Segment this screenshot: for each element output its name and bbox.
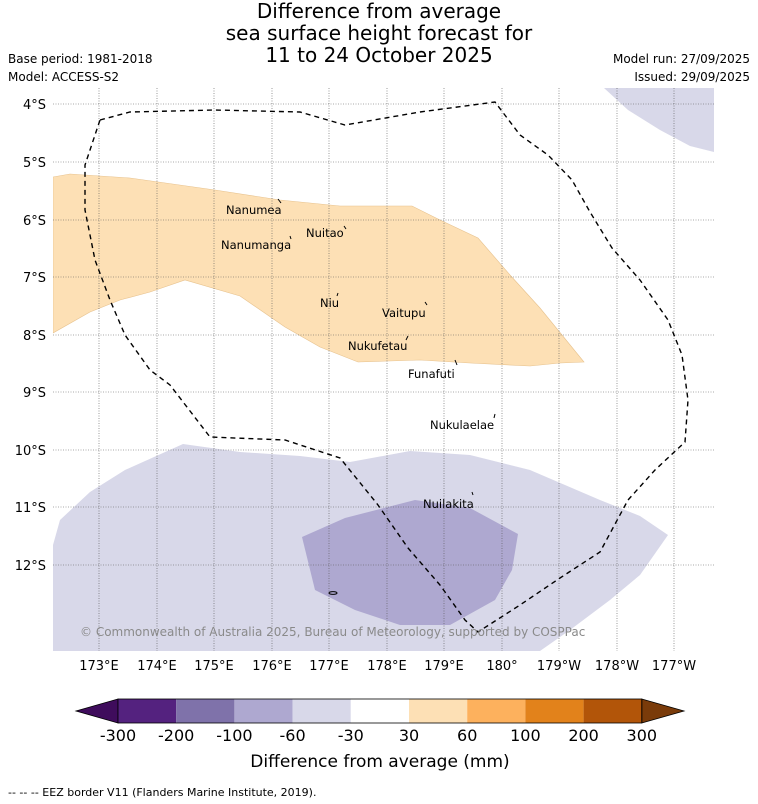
island-marks bbox=[277, 198, 496, 595]
anomaly-patch-northeast bbox=[604, 88, 714, 152]
place-funafuti: Funafuti bbox=[408, 367, 455, 381]
lat-label-7s: 7°S bbox=[23, 271, 46, 286]
lat-label-8s: 8°S bbox=[23, 329, 46, 344]
colorbar-tick-10: 300 bbox=[627, 726, 658, 745]
lon-label-177e: 177°E bbox=[309, 659, 349, 674]
colorbar-swatch-9 bbox=[583, 699, 642, 723]
colorbar-swatch-1 bbox=[118, 699, 177, 723]
colorbar-title: Difference from average (mm) bbox=[250, 752, 509, 772]
longitude-labels: 173°E 174°E 175°E 176°E 177°E 178°E 179°… bbox=[79, 659, 696, 674]
colorbar-swatch-4 bbox=[292, 699, 351, 723]
anomaly-core-negative bbox=[302, 500, 518, 625]
model-name: Model: ACCESS-S2 bbox=[8, 70, 120, 84]
lat-label-4s: 4°S bbox=[23, 98, 46, 113]
colorbar-tick-5: -30 bbox=[338, 726, 364, 745]
colorbar-swatch-2 bbox=[176, 699, 235, 723]
island-mark-niu bbox=[336, 292, 339, 297]
colorbar-swatch-6 bbox=[409, 699, 468, 723]
lat-label-10s: 10°S bbox=[15, 444, 46, 459]
lon-label-178w: 178°W bbox=[595, 659, 639, 674]
colorbar-tick-8: 100 bbox=[510, 726, 541, 745]
colorbar-arrow-high bbox=[641, 698, 686, 724]
island-mark-small bbox=[328, 591, 338, 595]
copyright-notice: © Commonwealth of Australia 2025, Bureau… bbox=[80, 625, 585, 639]
island-mark-vaitupu bbox=[424, 301, 428, 306]
lon-label-177w: 177°W bbox=[652, 659, 696, 674]
lat-label-9s: 9°S bbox=[23, 386, 46, 401]
gridlines bbox=[53, 88, 714, 651]
colorbar-arrow-low bbox=[74, 698, 119, 724]
colorbar-tick-6: 30 bbox=[399, 726, 419, 745]
colorbar-swatch-5 bbox=[350, 699, 409, 723]
island-mark-nanumanga bbox=[289, 235, 292, 240]
lon-label-178e: 178°E bbox=[367, 659, 407, 674]
island-mark-nukufetau bbox=[405, 335, 409, 341]
island-mark-nuilakita bbox=[471, 491, 474, 496]
issued-date: Issued: 29/09/2025 bbox=[634, 70, 750, 84]
lon-label-176e: 176°E bbox=[252, 659, 292, 674]
place-nuilakita: Nuilakita bbox=[423, 497, 474, 511]
island-mark-nanumea bbox=[277, 198, 282, 204]
colorbar-swatch-8 bbox=[525, 699, 584, 723]
place-nuitao: Nuitao bbox=[306, 226, 344, 240]
lat-label-11s: 11°S bbox=[15, 501, 46, 516]
lat-label-12s: 12°S bbox=[15, 559, 46, 574]
place-nukulaelae: Nukulaelae bbox=[430, 418, 494, 432]
latitude-labels: 4°S 5°S 6°S 7°S 8°S 9°S 10°S 11°S 12°S bbox=[15, 98, 46, 574]
place-nanumanga: Nanumanga bbox=[221, 238, 291, 252]
place-vaitupu: Vaitupu bbox=[382, 306, 426, 320]
title-line-2: sea surface height forecast for bbox=[225, 21, 533, 45]
lon-label-173e: 173°E bbox=[79, 659, 119, 674]
colorbar: -300 -200 -100 -60 -30 30 60 100 200 300… bbox=[74, 698, 686, 772]
meta-right: Model run: 27/09/2025 Issued: 29/09/2025 bbox=[613, 50, 750, 86]
colorbar-tick-7: 60 bbox=[457, 726, 477, 745]
colorbar-tick-1: -300 bbox=[100, 726, 136, 745]
colorbar-tick-4: -60 bbox=[280, 726, 306, 745]
lon-label-179w: 179°W bbox=[537, 659, 581, 674]
lon-label-175e: 175°E bbox=[194, 659, 234, 674]
lat-label-5s: 5°S bbox=[23, 156, 46, 171]
place-nanumea: Nanumea bbox=[226, 203, 282, 217]
place-nukufetau: Nukufetau bbox=[348, 339, 407, 353]
title-line-3: 11 to 24 October 2025 bbox=[265, 43, 493, 67]
lon-label-174e: 174°E bbox=[137, 659, 177, 674]
model-run: Model run: 27/09/2025 bbox=[612, 52, 750, 66]
map-title: Difference from average sea surface heig… bbox=[0, 0, 758, 66]
map-area: Nanumea Nuitao Nanumanga Niu Vaitupu Nuk… bbox=[53, 88, 714, 651]
colorbar-tick-2: -200 bbox=[158, 726, 194, 745]
lat-label-6s: 6°S bbox=[23, 214, 46, 229]
colorbar-frame bbox=[117, 698, 643, 724]
base-period: Base period: 1981-2018 bbox=[8, 52, 153, 66]
colorbar-swatch-7 bbox=[467, 699, 526, 723]
colorbar-tick-9: 200 bbox=[568, 726, 599, 745]
eez-footnote: -- -- -- EEZ border V11 (Flanders Marine… bbox=[8, 786, 317, 799]
island-mark-nukulaelae bbox=[493, 413, 496, 419]
place-labels: Nanumea Nuitao Nanumanga Niu Vaitupu Nuk… bbox=[221, 203, 494, 511]
colorbar-swatch-3 bbox=[234, 699, 293, 723]
colorbar-tick-3: -100 bbox=[216, 726, 252, 745]
eez-border bbox=[84, 101, 689, 633]
meta-left: Base period: 1981-2018 Model: ACCESS-S2 bbox=[8, 50, 153, 86]
place-niu: Niu bbox=[320, 296, 339, 310]
anomaly-band-positive bbox=[53, 173, 585, 367]
lon-label-180: 180° bbox=[486, 659, 517, 674]
lon-label-179e: 179°E bbox=[424, 659, 464, 674]
title-line-1: Difference from average bbox=[256, 0, 502, 23]
island-mark-nuitao bbox=[343, 225, 347, 230]
island-mark-funafuti bbox=[454, 359, 458, 366]
